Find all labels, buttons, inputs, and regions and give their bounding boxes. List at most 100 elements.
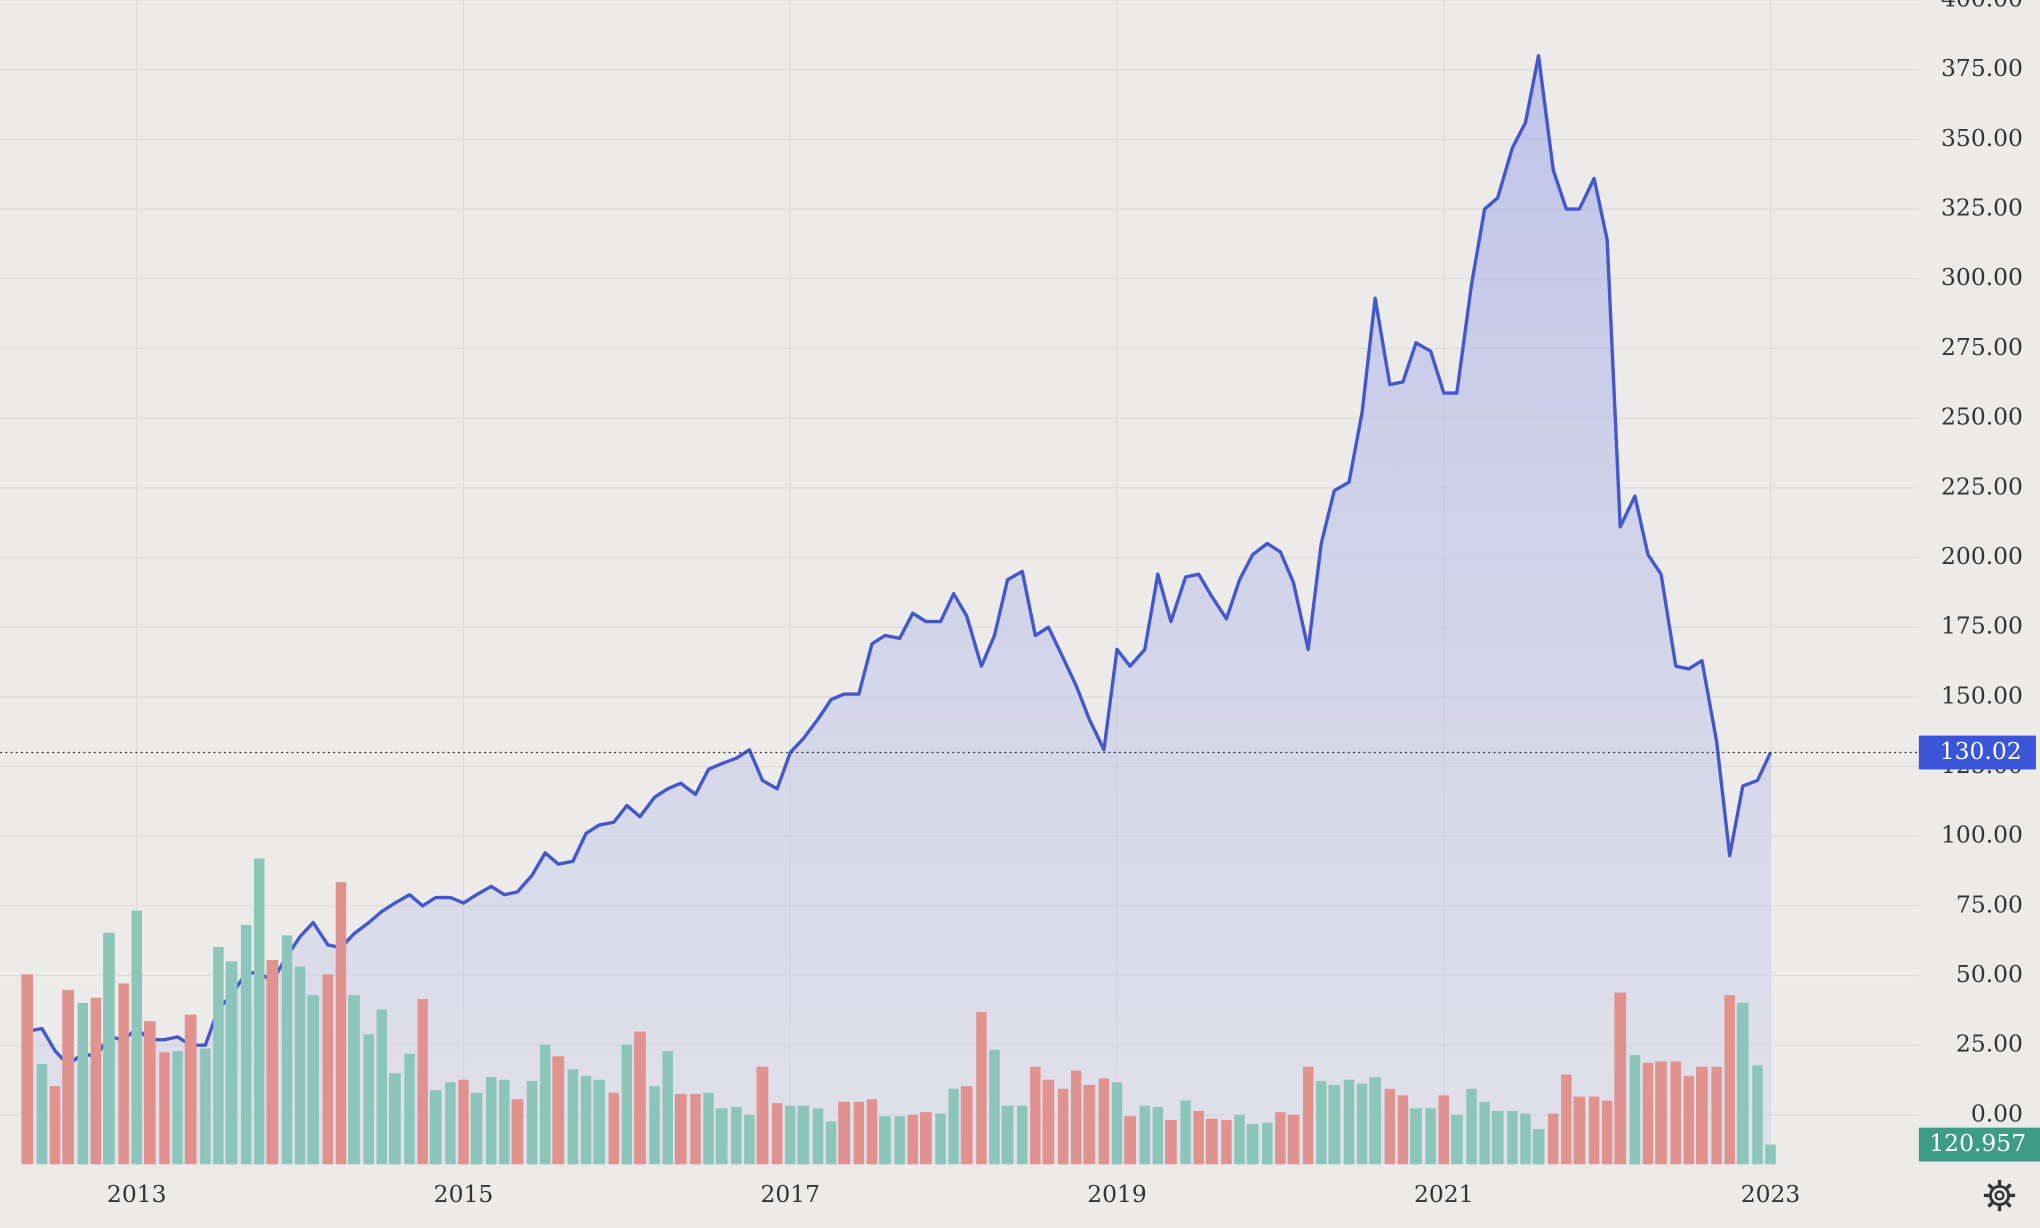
volume-bar xyxy=(62,989,74,1165)
volume-bar xyxy=(348,995,360,1165)
price-line xyxy=(26,54,1773,1067)
volume-bar xyxy=(376,1009,388,1165)
volume-bar xyxy=(539,1044,551,1165)
volume-label: 120.957 xyxy=(1929,1129,2026,1157)
volume-bar xyxy=(1588,1096,1600,1165)
volume-bar xyxy=(1601,1100,1613,1165)
volume-bar xyxy=(1736,1002,1749,1165)
volume-bar xyxy=(1083,1084,1096,1165)
volume-bar xyxy=(989,1049,1000,1165)
volume-bar xyxy=(1711,1066,1722,1165)
volume-bar xyxy=(1030,1066,1041,1165)
volume-bar xyxy=(511,1099,524,1165)
volume-bar xyxy=(1356,1083,1368,1165)
price-area xyxy=(27,55,1771,1165)
volume-bar xyxy=(1520,1113,1531,1165)
volume-bar xyxy=(621,1044,633,1165)
volume-bar xyxy=(404,1053,415,1165)
volume-bar xyxy=(866,1099,878,1165)
y-tick-label: 100.00 xyxy=(1941,821,2023,849)
volume-bar xyxy=(1070,1070,1082,1165)
volume-bar xyxy=(608,1092,620,1165)
volume-bar xyxy=(674,1094,687,1165)
y-tick-label: 225.00 xyxy=(1941,472,2023,500)
volume-bar xyxy=(213,947,224,1165)
volume-bar xyxy=(1683,1075,1695,1165)
gear-teeth xyxy=(1983,1179,2016,1212)
volume-bar xyxy=(266,960,279,1165)
volume-bar xyxy=(1111,1082,1123,1165)
x-tick-label: 2023 xyxy=(1741,1180,1801,1208)
volume-bar xyxy=(1057,1088,1069,1165)
x-tick-label: 2015 xyxy=(434,1180,494,1208)
volume-bar xyxy=(1328,1084,1341,1165)
volume-bar xyxy=(486,1077,497,1165)
volume-bar xyxy=(1246,1123,1259,1165)
volume-bar xyxy=(1042,1079,1055,1165)
volume-bar xyxy=(879,1116,891,1165)
volume-bar xyxy=(49,1086,61,1165)
y-tick-label: 325.00 xyxy=(1941,194,2023,222)
volume-bar xyxy=(744,1114,755,1165)
volume-bar xyxy=(1561,1074,1572,1165)
volume-bar xyxy=(1234,1114,1245,1165)
volume-bar xyxy=(838,1101,851,1165)
gear-ring xyxy=(1989,1184,2011,1207)
volume-bar xyxy=(1765,1144,1776,1165)
y-tick-label: 200.00 xyxy=(1941,542,2023,570)
y-tick-label: 400.00 xyxy=(1941,0,2023,13)
volume-bar xyxy=(1124,1116,1136,1165)
volume-bar xyxy=(1287,1114,1300,1165)
volume-bar xyxy=(785,1105,796,1165)
volume-bar xyxy=(1001,1105,1014,1165)
volume-bar xyxy=(225,961,238,1165)
volume-bar xyxy=(445,1082,456,1165)
volume-bar xyxy=(1532,1129,1545,1165)
volume-bar xyxy=(853,1101,865,1165)
volume-bar xyxy=(294,966,306,1165)
volume-bar xyxy=(1425,1108,1436,1165)
volume-bar xyxy=(919,1112,932,1165)
volume-label-box xyxy=(1918,1127,2040,1162)
y-tick-label: 50.00 xyxy=(1956,960,2023,988)
volume-bar xyxy=(1752,1065,1763,1165)
plot xyxy=(0,54,1919,1165)
volume-bar xyxy=(1152,1107,1164,1165)
volume-bar xyxy=(1180,1100,1191,1165)
x-tick-label: 2013 xyxy=(107,1180,167,1208)
volume-bar xyxy=(1573,1096,1586,1165)
volume-bar xyxy=(388,1073,401,1165)
volume-bar xyxy=(567,1069,579,1165)
volume-bar xyxy=(771,1103,783,1165)
volume-bar xyxy=(634,1031,646,1165)
volume-bar xyxy=(143,1021,156,1165)
volume-bar xyxy=(363,1034,374,1165)
volume-bar xyxy=(552,1056,565,1165)
volume-bar xyxy=(690,1094,701,1165)
volume-bar xyxy=(281,935,293,1165)
volume-bar xyxy=(1221,1120,1232,1165)
volume-bar xyxy=(1614,992,1627,1165)
volume-bar xyxy=(470,1092,483,1165)
axis: 0.0025.0050.0075.00100.00125.00150.00175… xyxy=(107,0,2040,1208)
volume-bar xyxy=(1397,1095,1409,1165)
volume-bar xyxy=(307,995,320,1165)
volume-bar xyxy=(1642,1062,1654,1165)
volume-bar xyxy=(240,924,252,1165)
y-tick-label: 375.00 xyxy=(1941,54,2023,82)
volume-bar xyxy=(1438,1095,1450,1165)
volume-bar xyxy=(1369,1077,1382,1165)
volume-bar xyxy=(1275,1112,1286,1165)
volume-bar xyxy=(499,1079,510,1165)
y-tick-label: 275.00 xyxy=(1941,333,2023,361)
volume-bar xyxy=(812,1108,824,1165)
volume-bar xyxy=(77,1002,89,1165)
settings-icon[interactable] xyxy=(1983,1179,2016,1212)
volume-bar xyxy=(580,1075,592,1165)
volume-bar xyxy=(1302,1066,1314,1165)
volume-bar xyxy=(90,997,102,1165)
volume-bar xyxy=(907,1114,919,1165)
volume-bar xyxy=(159,1052,170,1165)
volume-bar xyxy=(756,1066,769,1165)
volume-bar xyxy=(1696,1066,1708,1165)
